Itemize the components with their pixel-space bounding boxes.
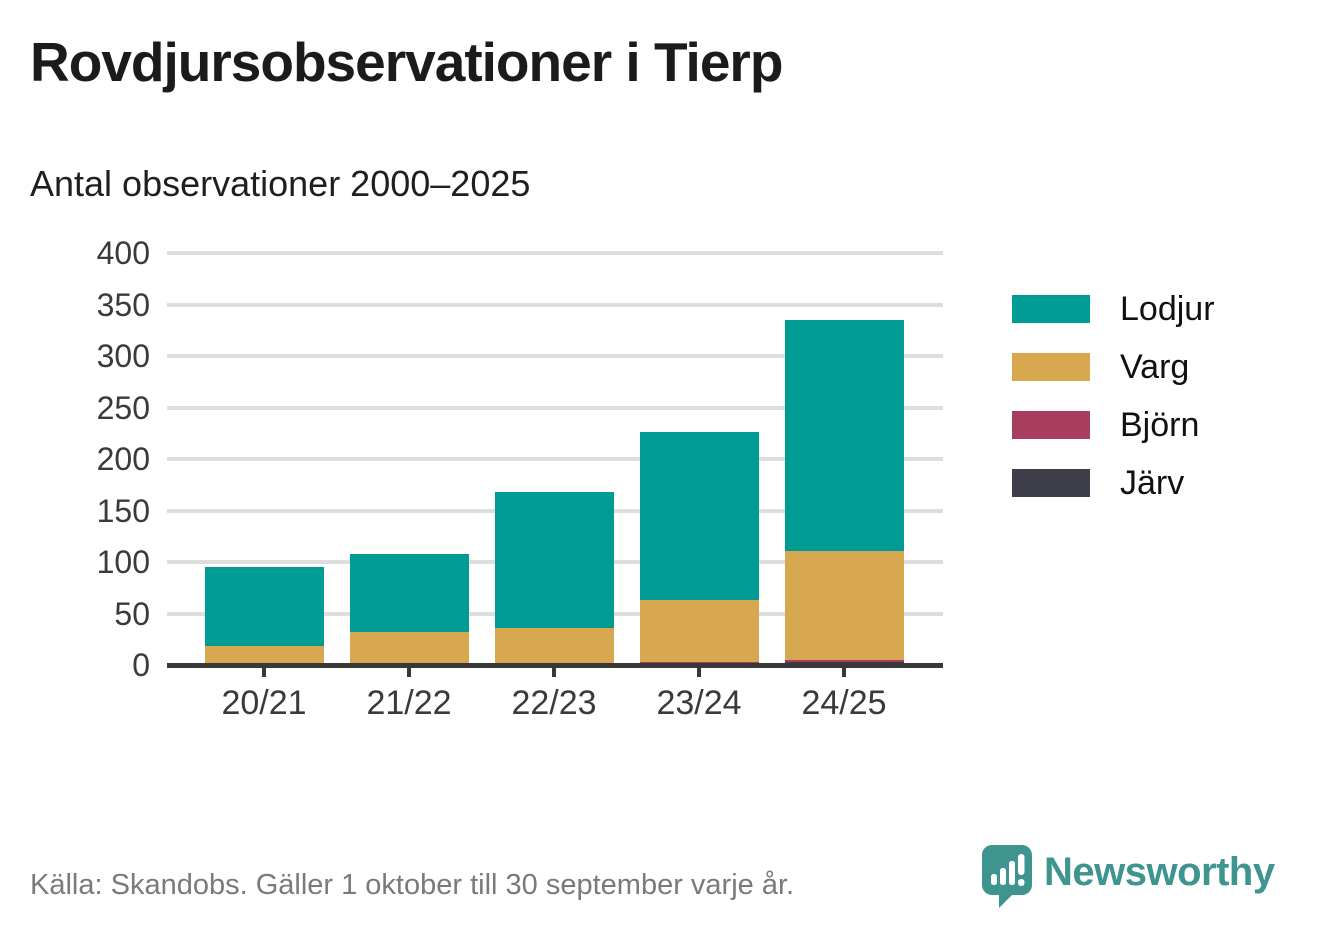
bar-segment-varg-24/25 bbox=[784, 550, 904, 660]
y-tick-label-50: 50 bbox=[114, 595, 150, 632]
source-note: Källa: Skandobs. Gäller 1 oktober till 3… bbox=[30, 869, 795, 901]
newsworthy-bubble-icon bbox=[982, 845, 1032, 908]
legend-label-lodjur: Lodjur bbox=[1120, 290, 1215, 328]
bar-segment-lodjur-23/24 bbox=[639, 432, 759, 601]
legend-swatch-lodjur bbox=[1012, 295, 1090, 323]
legend-item-varg: Varg bbox=[1012, 348, 1215, 386]
chart-subtitle: Antal observationer 2000–2025 bbox=[30, 163, 531, 204]
bar-segment-varg-20/21 bbox=[204, 646, 324, 664]
y-tick-label-400: 400 bbox=[96, 235, 150, 271]
x-tick-label-20/21: 20/21 bbox=[221, 684, 307, 722]
y-axis-labels: 0 50 100 150 200 250 300 350 400 bbox=[0, 235, 150, 683]
stacked-bar-23/24 bbox=[639, 432, 759, 665]
bar-segment-lodjur-21/22 bbox=[349, 553, 469, 633]
bar-segment-lodjur-22/23 bbox=[494, 492, 614, 628]
gridline-300 bbox=[167, 354, 943, 358]
gridline-350 bbox=[167, 302, 943, 307]
stacked-bar-20/21 bbox=[204, 567, 324, 665]
legend-item-järv: Järv bbox=[1012, 464, 1215, 502]
legend: Lodjur Varg Björn Järv bbox=[1012, 290, 1215, 527]
bar-segment-björn-23/24 bbox=[639, 661, 759, 664]
legend-label-järv: Järv bbox=[1120, 464, 1185, 502]
stacked-bar-24/25 bbox=[784, 319, 904, 665]
x-tick-20/21 bbox=[262, 667, 266, 677]
legend-swatch-björn bbox=[1012, 411, 1090, 439]
brand-logo: Newsworthy bbox=[982, 845, 1275, 908]
gridline-200 bbox=[167, 457, 943, 461]
x-tick-23/24 bbox=[697, 667, 701, 677]
chart-title: Rovdjursobservationer i Tierp bbox=[30, 31, 783, 93]
legend-label-björn: Björn bbox=[1120, 406, 1200, 444]
x-tick-label-23/24: 23/24 bbox=[656, 684, 742, 722]
bar-segment-björn-24/25 bbox=[784, 659, 904, 662]
y-tick-label-100: 100 bbox=[96, 544, 150, 580]
y-tick-label-300: 300 bbox=[96, 338, 150, 374]
gridline-400 bbox=[167, 251, 943, 255]
x-tick-label-24/25: 24/25 bbox=[801, 684, 887, 722]
stacked-bar-22/23 bbox=[494, 492, 614, 665]
legend-label-varg: Varg bbox=[1120, 348, 1190, 386]
bar-segment-varg-21/22 bbox=[349, 632, 469, 663]
x-tick-22/23 bbox=[552, 667, 556, 677]
bar-segment-varg-22/23 bbox=[494, 627, 614, 663]
y-tick-label-350: 350 bbox=[96, 286, 150, 323]
x-tick-21/22 bbox=[407, 667, 411, 677]
legend-item-lodjur: Lodjur bbox=[1012, 290, 1215, 328]
legend-swatch-järv bbox=[1012, 469, 1090, 497]
x-axis-labels: 20/21 21/22 22/23 23/24 24/25 bbox=[167, 684, 943, 728]
x-tick-label-21/22: 21/22 bbox=[366, 684, 452, 722]
y-tick-label-200: 200 bbox=[96, 441, 150, 477]
brand-name: Newsworthy bbox=[1044, 850, 1275, 894]
y-tick-label-0: 0 bbox=[132, 647, 150, 683]
x-tick-24/25 bbox=[842, 667, 846, 677]
legend-item-björn: Björn bbox=[1012, 406, 1215, 444]
x-axis-line bbox=[167, 663, 943, 668]
x-tick-label-22/23: 22/23 bbox=[511, 684, 597, 722]
stacked-bar-21/22 bbox=[349, 553, 469, 665]
y-tick-label-150: 150 bbox=[96, 492, 150, 529]
legend-swatch-varg bbox=[1012, 353, 1090, 381]
plot-area bbox=[167, 251, 943, 677]
bar-segment-lodjur-24/25 bbox=[784, 319, 904, 551]
y-tick-label-250: 250 bbox=[96, 389, 150, 426]
gridline-250 bbox=[167, 405, 943, 410]
bar-segment-varg-23/24 bbox=[639, 600, 759, 662]
bar-segment-lodjur-20/21 bbox=[204, 567, 324, 647]
